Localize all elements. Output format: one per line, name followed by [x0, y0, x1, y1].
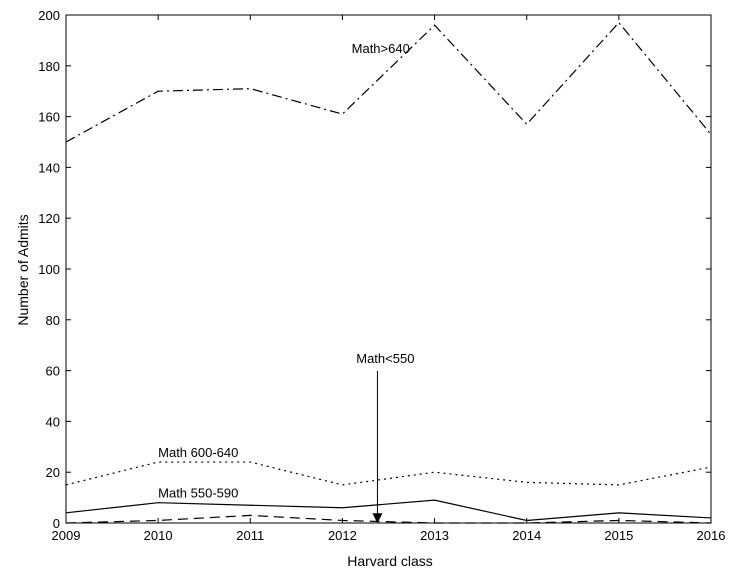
annotation-label: Math 600-640 — [158, 445, 238, 460]
y-tick-label: 140 — [38, 160, 60, 175]
x-tick-label: 2015 — [604, 528, 633, 543]
annotation-label: Math>640 — [352, 41, 410, 56]
annotation-label: Math 550-590 — [158, 486, 238, 501]
x-tick-label: 2010 — [144, 528, 173, 543]
annotations: Math>640 Math 600-640 Math 550-590 Math<550 — [158, 41, 414, 524]
y-tick-label: 80 — [46, 313, 60, 328]
x-tick-label: 2016 — [697, 528, 726, 543]
y-tick-label: 60 — [46, 364, 60, 379]
y-tick-label: 0 — [53, 516, 60, 531]
y-axis-title: Number of Admits — [15, 214, 31, 325]
series-line-dashed — [65, 514, 712, 524]
y-tick-label: 40 — [46, 414, 60, 429]
y-tick-label: 200 — [38, 8, 60, 23]
axis-ticks: 2009 2010 2011 2012 2013 2014 2015 2016 0 20 40 60 8… — [38, 8, 725, 543]
x-tick-label: 2013 — [420, 528, 449, 543]
x-tick-label: 2009 — [52, 528, 81, 543]
series-line-dotted — [65, 461, 712, 486]
x-tick-label: 2012 — [328, 528, 357, 543]
y-tick-label: 100 — [38, 262, 60, 277]
series-line-dashdot — [65, 21, 712, 143]
y-tick-label: 20 — [46, 465, 60, 480]
x-tick-label: 2011 — [236, 528, 264, 543]
annotation-label: Math<550 — [356, 351, 414, 366]
y-tick-label: 180 — [38, 59, 60, 74]
series-lines — [65, 21, 712, 524]
y-tick-label: 120 — [38, 211, 60, 226]
x-axis-title: Harvard class — [347, 553, 433, 569]
series-line-solid — [65, 499, 712, 522]
x-tick-label: 2014 — [512, 528, 541, 543]
y-tick-label: 160 — [38, 110, 60, 125]
